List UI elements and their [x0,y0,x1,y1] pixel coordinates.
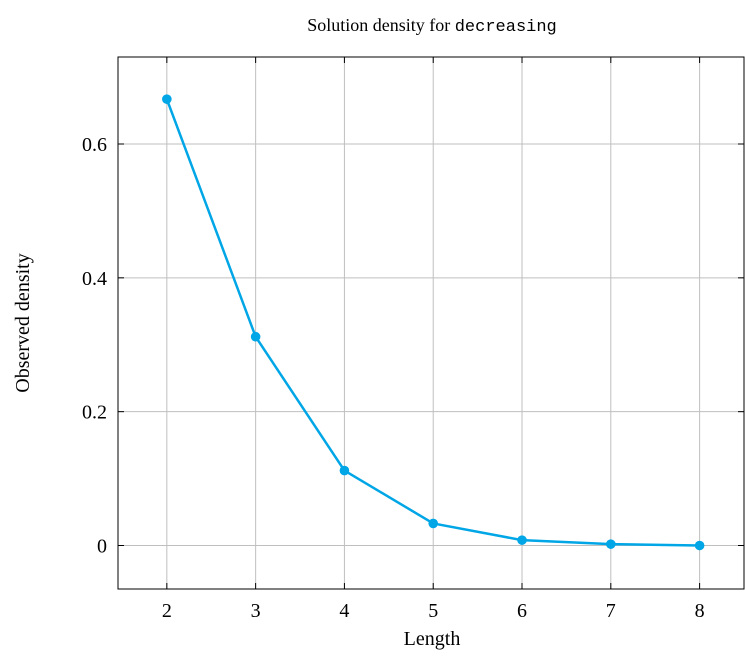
x-tick-label: 6 [517,600,527,622]
plot-border [117,56,745,590]
x-axis-label: Length [404,628,461,650]
x-tick-label: 2 [162,600,172,622]
x-tick-label: 5 [428,600,438,622]
y-axis-label: Observed density [12,253,34,392]
data-point [162,94,172,104]
chart-title: Solution density for decreasing [307,15,557,37]
data-point [517,535,527,545]
data-point [339,465,350,476]
chart-title-text: Solution density for [307,15,455,35]
y-tick-label: 0 [97,536,107,558]
x-tick-label: 7 [606,600,616,622]
y-tick-label: 0.4 [82,268,107,290]
x-tick-label: 8 [695,600,705,622]
chart-title-code: decreasing [455,18,557,37]
x-tick-label: 3 [251,600,261,622]
y-tick-label: 0.6 [82,134,107,156]
data-point [606,539,616,549]
data-point [250,331,261,342]
x-tick-label: 4 [339,600,349,622]
data-point [694,540,705,551]
y-tick-label: 0.2 [82,402,107,424]
data-point [428,518,439,529]
data-series-group [162,94,705,551]
grid-lines [118,57,744,589]
plot-frame [117,56,745,590]
tick-label-group: 2 3 4 5 6 7 8 0 0.2 0.4 0.6 [82,134,705,622]
